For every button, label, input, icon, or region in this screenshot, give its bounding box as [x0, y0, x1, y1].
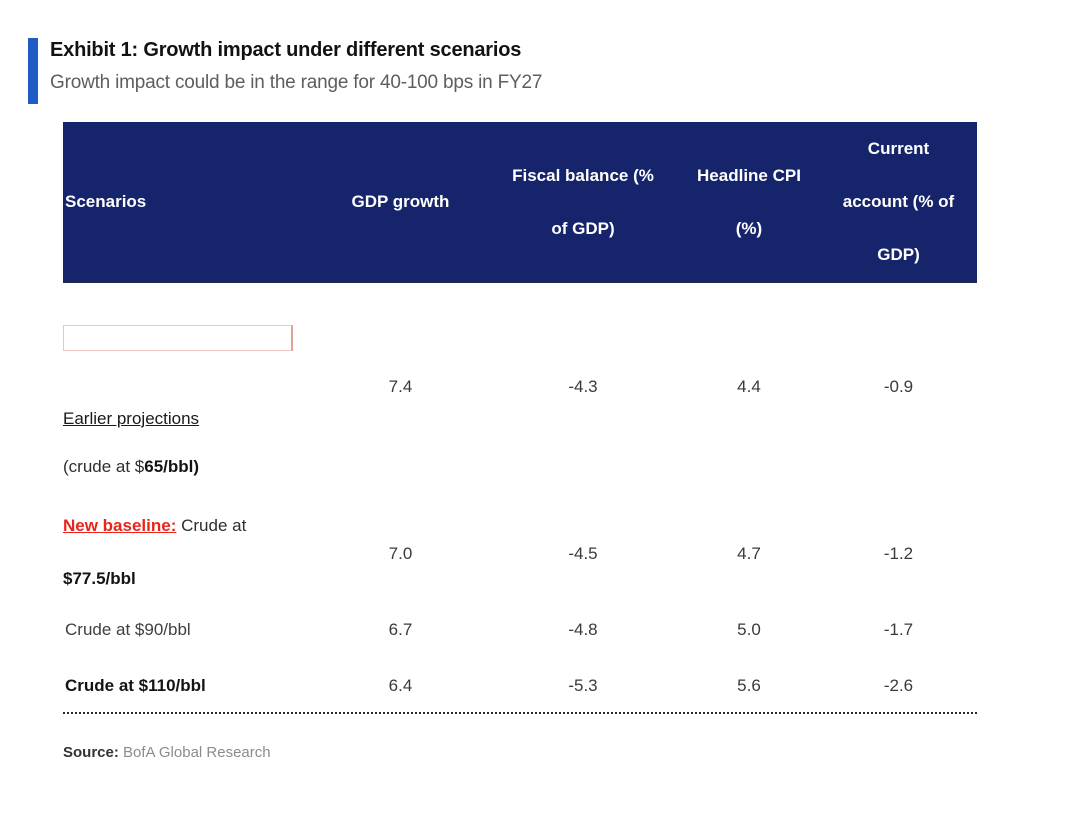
- table-row: Crude at $90/bbl 6.7 -4.8 5.0 -1.7: [63, 620, 977, 640]
- table-row: 7.0 -4.5 4.7 -1.2: [63, 544, 977, 564]
- scenario-cell-spacer: [63, 544, 313, 564]
- exhibit-title: Exhibit 1: Growth impact under different…: [50, 39, 522, 61]
- table-header: Scenarios GDP growth Fiscal balance (% o…: [63, 122, 977, 283]
- current-account-value: -0.9: [883, 377, 914, 396]
- table-bottom-border: [63, 712, 977, 714]
- scenario-label-earlier-projections: Earlier projections: [63, 409, 200, 428]
- exhibit-subtitle: Growth impact could be in the range for …: [50, 72, 543, 93]
- column-header-gdp-growth: GDP growth: [313, 175, 488, 228]
- column-header-line: Fiscal balance (%: [512, 165, 654, 185]
- table-row: 7.4 -4.3 4.4 -0.9: [63, 377, 977, 397]
- accent-bar: [28, 38, 38, 104]
- gdp-growth-value: 6.4: [388, 676, 413, 695]
- column-header-scenarios: Scenarios: [63, 175, 313, 228]
- column-header-line: account (% of: [842, 192, 955, 211]
- column-header-line: Headline CPI: [697, 165, 801, 185]
- new-baseline-highlight: New baseline:: [63, 516, 177, 535]
- scenario-label-crude-110: Crude at $110/bbl: [65, 676, 206, 695]
- scenario-text-bold: 65/bbl): [144, 457, 200, 476]
- fiscal-balance-value: -4.5: [568, 544, 598, 563]
- gdp-growth-value: 7.0: [388, 544, 413, 563]
- headline-cpi-value: 5.0: [737, 620, 761, 639]
- table-row: Crude at $110/bbl 6.4 -5.3 5.6 -2.6: [63, 676, 977, 696]
- source-line: Source: BofA Global Research: [63, 744, 271, 761]
- source-text: BofA Global Research: [118, 744, 271, 761]
- column-header-line: of GDP): [551, 218, 615, 238]
- current-account-value: -1.7: [883, 620, 914, 639]
- fiscal-balance-value: -4.8: [568, 620, 598, 639]
- scenario-text-normal: (crude at $: [63, 457, 145, 476]
- column-header-line: Current: [867, 139, 930, 158]
- fiscal-balance-value: -5.3: [568, 676, 598, 695]
- current-account-value: -2.6: [883, 676, 914, 695]
- column-header-line: GDP growth: [351, 192, 450, 211]
- scenario-label-crude-77: $77.5/bbl: [63, 569, 136, 588]
- column-header-line: (%): [735, 218, 763, 238]
- empty-cell-box: [63, 325, 293, 351]
- column-header-line: GDP): [877, 245, 920, 264]
- scenario-label-crude-90: Crude at $90/bbl: [65, 620, 191, 639]
- current-account-value: -1.2: [883, 544, 914, 563]
- column-header-line: Scenarios: [65, 192, 147, 211]
- headline-cpi-value: 4.7: [737, 544, 761, 563]
- scenario-text-normal: Crude at: [176, 516, 247, 535]
- column-header-fiscal-balance: Fiscal balance (% of GDP): [488, 149, 678, 255]
- source-label: Source:: [63, 744, 119, 761]
- headline-cpi-value: 4.4: [737, 377, 761, 396]
- gdp-growth-value: 7.4: [388, 377, 413, 396]
- fiscal-balance-value: -4.3: [568, 377, 598, 396]
- scenario-label-crude-65: (crude at $65/bbl): [63, 457, 199, 477]
- column-header-headline-cpi: Headline CPI (%): [678, 149, 820, 255]
- scenario-label-new-baseline: New baseline: Crude at: [63, 516, 246, 536]
- headline-cpi-value: 5.6: [737, 676, 761, 695]
- column-header-current-account: Current account (% of GDP): [820, 122, 977, 281]
- scenario-cell-spacer: [63, 377, 313, 397]
- gdp-growth-value: 6.7: [388, 620, 413, 639]
